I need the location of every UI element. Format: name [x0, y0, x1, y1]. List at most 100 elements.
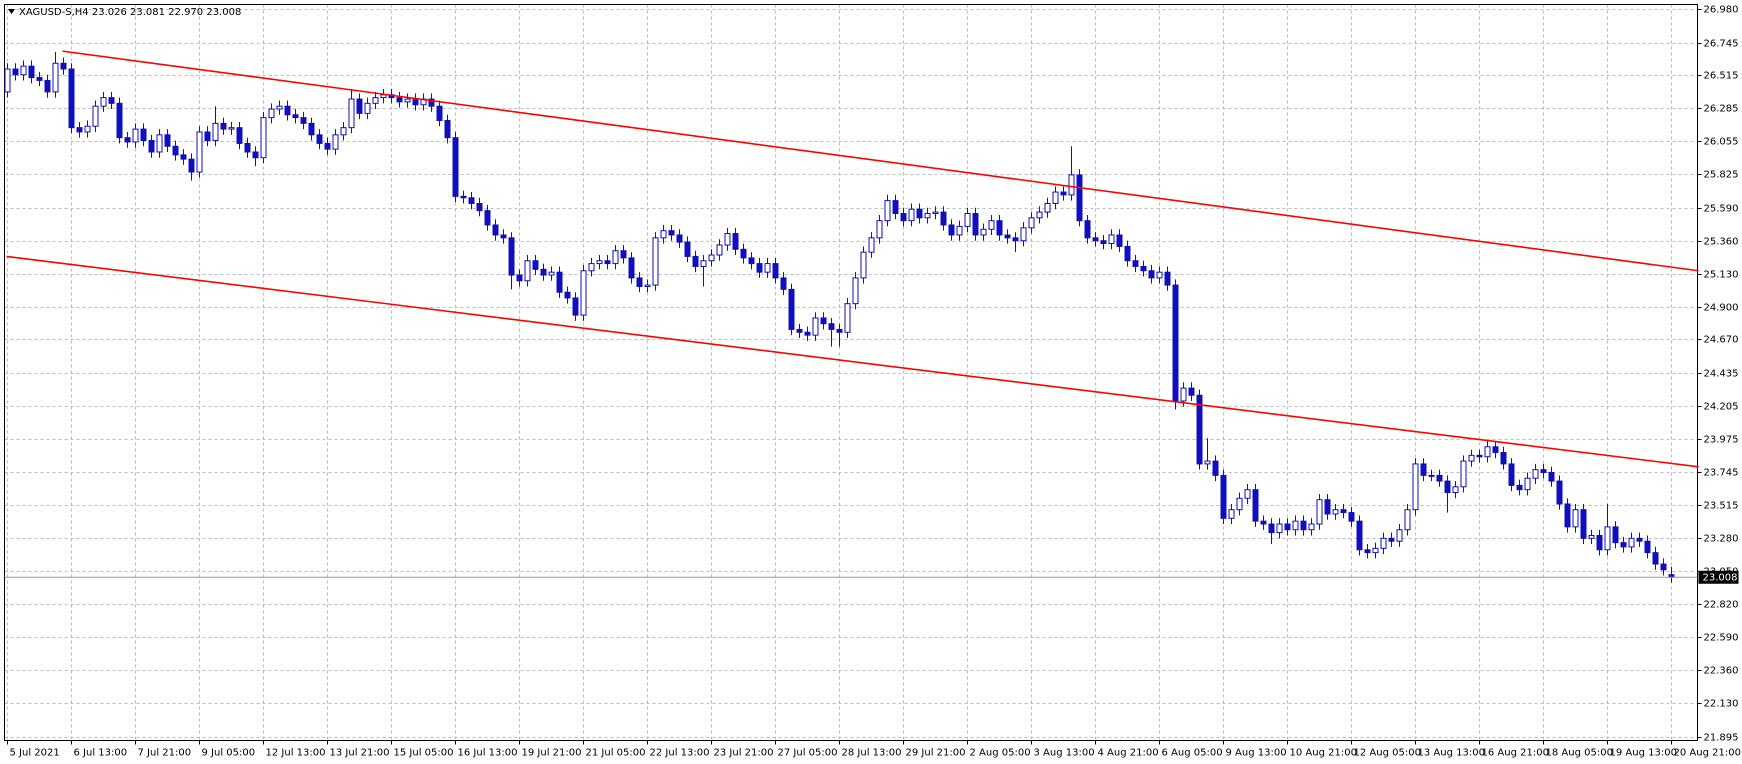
- candle-body: [612, 250, 619, 265]
- candle-body: [1492, 446, 1499, 453]
- candle-body: [1516, 484, 1523, 491]
- candle-body: [1636, 537, 1643, 542]
- candle-body: [676, 234, 683, 243]
- y-tick-label: 23.515: [1704, 501, 1739, 512]
- candle-body: [660, 230, 667, 239]
- candle-body: [1292, 520, 1299, 531]
- x-tick-label: 16 Jul 13:00: [458, 748, 518, 759]
- candle-body: [148, 140, 155, 153]
- candle-body: [1500, 451, 1507, 465]
- x-tick-label: 29 Jul 21:00: [906, 748, 966, 759]
- x-tick-label: 2 Aug 05:00: [970, 748, 1031, 759]
- candle-body: [844, 303, 851, 333]
- candle-body: [180, 154, 187, 160]
- y-tick-label: 24.205: [1704, 402, 1739, 413]
- candle-body: [948, 224, 955, 236]
- candle-body: [924, 213, 931, 219]
- candle-body: [492, 224, 499, 236]
- candle-body: [876, 220, 883, 239]
- candle-body: [12, 68, 19, 76]
- candle-body: [172, 145, 179, 156]
- candle-body: [1052, 191, 1059, 204]
- candle-body: [1044, 202, 1051, 213]
- candle-body: [1476, 454, 1483, 458]
- candle-body: [1132, 260, 1139, 267]
- candle-body: [1548, 472, 1555, 482]
- x-tick-label: 13 Jul 21:00: [330, 748, 390, 759]
- candle-body: [956, 225, 963, 236]
- candle-body: [308, 122, 315, 136]
- candle-body: [588, 263, 595, 272]
- candle-body: [1260, 520, 1267, 525]
- candle-body: [396, 97, 403, 103]
- x-tick-label: 6 Jul 13:00: [74, 748, 128, 759]
- candle-body: [1300, 520, 1307, 531]
- candle-body: [4, 68, 11, 93]
- candle-body: [1628, 537, 1635, 548]
- candle-body: [700, 260, 707, 267]
- candle-body: [836, 328, 843, 333]
- candle-body: [444, 120, 451, 139]
- candle-body: [1148, 270, 1155, 279]
- candle-body: [1540, 469, 1547, 474]
- candle-body: [1524, 477, 1531, 491]
- candle-body: [556, 271, 563, 293]
- candle-body: [1596, 534, 1603, 551]
- y-tick-label: 23.975: [1704, 435, 1739, 446]
- candle-body: [1436, 474, 1443, 482]
- candle-body: [796, 328, 803, 333]
- y-tick-label: 22.130: [1704, 699, 1739, 710]
- candle-body: [620, 250, 627, 259]
- candle-body: [572, 297, 579, 316]
- candle-body: [316, 134, 323, 144]
- candle-body: [76, 127, 83, 133]
- candle-body: [236, 127, 243, 144]
- candle-body: [300, 117, 307, 124]
- candle-body: [580, 270, 587, 316]
- candle-body: [460, 195, 467, 199]
- candle-body: [1188, 387, 1195, 396]
- x-tick-label: 12 Jul 13:00: [266, 748, 326, 759]
- y-tick-label: 24.435: [1704, 369, 1739, 380]
- candle-body: [788, 288, 795, 330]
- candle-body: [1340, 509, 1347, 514]
- candle-body: [1508, 463, 1515, 486]
- candle-body: [996, 220, 1003, 236]
- x-tick-label: 23 Jul 21:00: [714, 748, 774, 759]
- candle-body: [972, 213, 979, 236]
- candle-body: [1484, 446, 1491, 458]
- candle-body: [1164, 271, 1171, 286]
- menu-triangle[interactable]: [8, 9, 15, 14]
- candle-body: [1140, 265, 1147, 272]
- y-tick-label: 22.820: [1704, 600, 1739, 611]
- candle-body: [1100, 240, 1107, 245]
- candle-body: [652, 237, 659, 286]
- candle-body: [1004, 234, 1011, 239]
- candle-body: [188, 158, 195, 173]
- y-tick-label: 21.895: [1704, 733, 1739, 744]
- x-tick-label: 16 Aug 21:00: [1482, 748, 1549, 759]
- candle-body: [524, 260, 531, 282]
- candle-body: [932, 211, 939, 215]
- candle-body: [372, 97, 379, 104]
- candle-body: [1076, 174, 1083, 222]
- candle-body: [1212, 460, 1219, 476]
- x-tick-label: 9 Aug 13:00: [1226, 748, 1287, 759]
- candle-body: [252, 151, 259, 159]
- candle-body: [140, 128, 147, 142]
- candle-body: [124, 137, 131, 143]
- candle-body: [1468, 454, 1475, 462]
- candle-body: [828, 323, 835, 330]
- trend-line: [62, 50, 1699, 272]
- candle-body: [1396, 529, 1403, 542]
- candle-body: [436, 105, 443, 122]
- candle-body: [748, 257, 755, 265]
- candle-body: [564, 291, 571, 299]
- candle-body: [340, 127, 347, 136]
- candle-body: [356, 98, 363, 114]
- candle-body: [1316, 499, 1323, 525]
- x-tick-label: 15 Jul 05:00: [394, 748, 454, 759]
- candle-body: [412, 98, 419, 106]
